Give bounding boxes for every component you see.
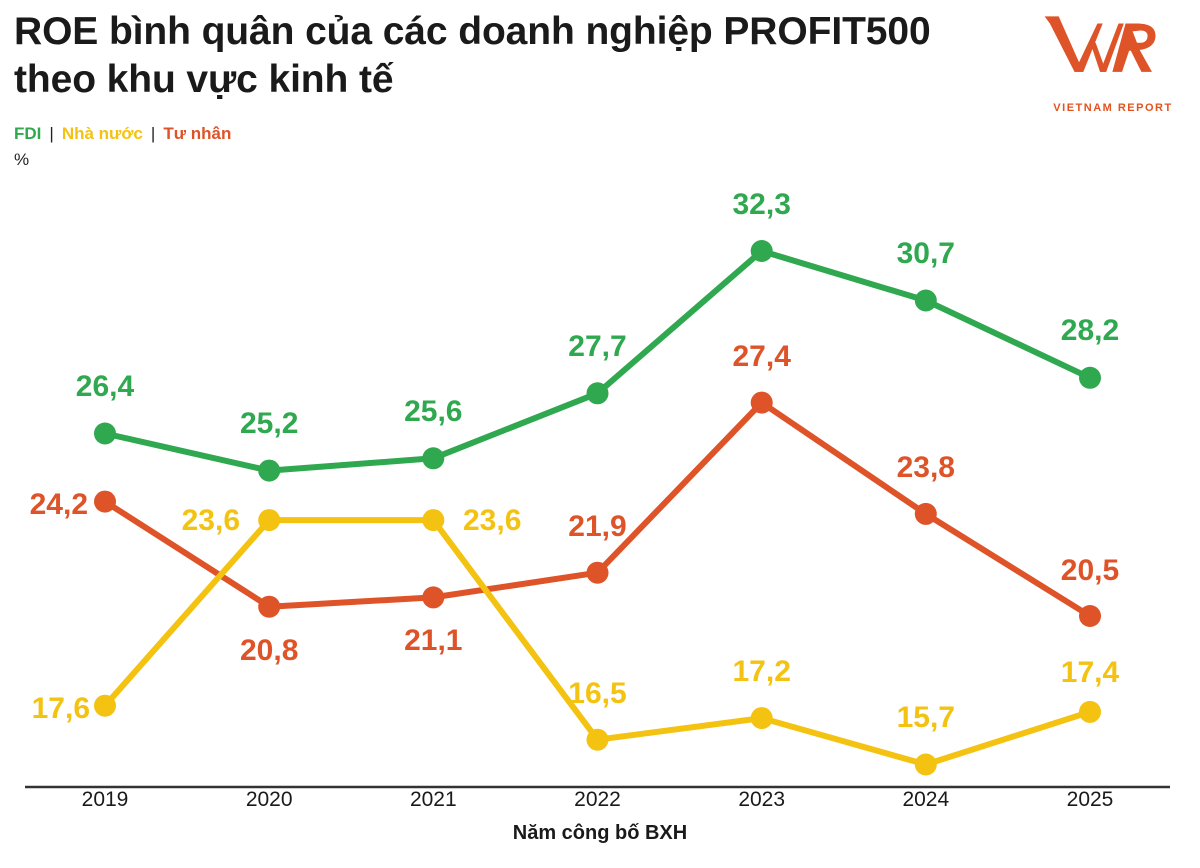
svg-text:26,4: 26,4 (76, 370, 135, 403)
svg-text:2024: 2024 (902, 788, 949, 811)
svg-text:24,2: 24,2 (30, 488, 88, 521)
svg-text:2019: 2019 (82, 788, 129, 811)
svg-text:17,4: 17,4 (1061, 656, 1120, 689)
svg-text:16,5: 16,5 (568, 677, 626, 710)
svg-text:21,1: 21,1 (404, 624, 462, 657)
svg-text:2020: 2020 (246, 788, 293, 811)
svg-text:25,6: 25,6 (404, 395, 462, 428)
svg-text:23,6: 23,6 (182, 504, 240, 537)
svg-text:21,9: 21,9 (568, 510, 626, 543)
svg-text:2023: 2023 (738, 788, 785, 811)
svg-text:27,7: 27,7 (568, 330, 626, 363)
svg-text:20,5: 20,5 (1061, 554, 1119, 587)
svg-text:32,3: 32,3 (733, 188, 791, 221)
svg-text:23,8: 23,8 (897, 451, 955, 484)
svg-text:20,8: 20,8 (240, 634, 298, 667)
svg-text:25,2: 25,2 (240, 407, 298, 440)
svg-text:17,2: 17,2 (733, 655, 791, 688)
svg-text:28,2: 28,2 (1061, 314, 1119, 347)
svg-text:2025: 2025 (1067, 788, 1114, 811)
svg-text:15,7: 15,7 (897, 701, 955, 734)
svg-text:2022: 2022 (574, 788, 621, 811)
svg-text:23,6: 23,6 (463, 504, 521, 537)
svg-text:2021: 2021 (410, 788, 457, 811)
svg-text:17,6: 17,6 (32, 692, 90, 725)
svg-text:27,4: 27,4 (733, 340, 792, 373)
svg-text:30,7: 30,7 (897, 237, 955, 270)
